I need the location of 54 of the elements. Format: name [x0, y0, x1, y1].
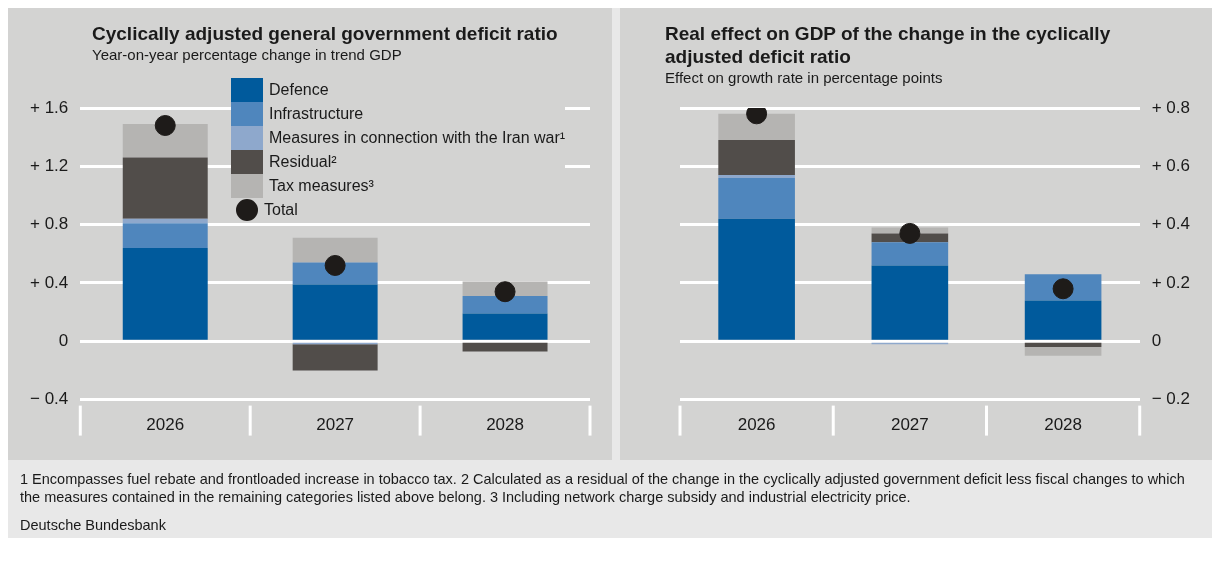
bar	[122, 247, 208, 340]
x-tick-label: 2027	[890, 415, 929, 435]
x-tick-label: 2028	[1044, 415, 1083, 435]
text: 1 Encompasses fuel rebate and frontloaded increase in tobacco tax. 2 Calculated as a residual of the change in the cyclically adjusted government deficit less fiscal changes to which the measures contained in the remaining categories listed above belong. 3 Including network charge subsidy and industrial electricity price.	[20, 470, 1186, 506]
bar	[122, 218, 208, 224]
bar	[462, 313, 548, 340]
bar	[122, 124, 208, 158]
y-tick-label: 0	[1151, 330, 1162, 350]
x-tick-label: 2027	[316, 415, 355, 435]
legend-label: Total	[264, 201, 298, 219]
chart-subtitle: Year-on-year percentage change in trend GDP	[92, 45, 403, 65]
x-tick-label: 2026	[737, 415, 776, 435]
bar	[871, 265, 949, 340]
bar	[1024, 300, 1102, 340]
y-tick-label: + 0.8	[1151, 97, 1191, 117]
y-tick-label: + 0.6	[1151, 156, 1191, 176]
point	[494, 281, 516, 303]
y-tick-label: − 0.2	[1151, 389, 1191, 409]
bar	[718, 177, 795, 219]
x-tick-label: 2026	[146, 415, 185, 435]
bar	[718, 140, 795, 176]
bar	[292, 284, 378, 340]
bar	[122, 223, 208, 248]
bar	[718, 175, 795, 178]
x-tick-label: 2028	[486, 415, 524, 435]
bar	[718, 113, 795, 141]
y-tick-label: + 1.6	[29, 97, 69, 117]
y-tick-label: + 1.2	[29, 156, 69, 176]
legend-label: Measures in connection with the Iran war¹	[269, 129, 566, 147]
y-tick-label: 0	[58, 330, 69, 350]
bar	[292, 344, 378, 371]
bar	[462, 342, 548, 352]
y-tick-label: + 0.4	[29, 272, 69, 292]
legend-label: Residual²	[269, 153, 337, 171]
bar	[122, 157, 208, 219]
y-tick-label: + 0.8	[29, 214, 69, 234]
text: Deutsche Bundesbank	[20, 516, 167, 534]
bar	[871, 242, 949, 266]
legend-label: Tax measures³	[269, 177, 374, 195]
bar	[718, 218, 795, 340]
point	[154, 115, 176, 136]
bar	[1024, 342, 1102, 348]
legend-label: Infrastructure	[269, 105, 364, 123]
y-tick-label: + 0.4	[1151, 214, 1191, 234]
y-tick-label: − 0.4	[29, 389, 69, 409]
bar	[292, 237, 378, 263]
legend-label: Defence	[269, 81, 329, 99]
y-tick-label: + 0.2	[1151, 272, 1191, 292]
bar	[1024, 347, 1102, 356]
chart-title: Real effect on GDP of the change in the cyclically adjusted deficit ratio	[665, 22, 1112, 68]
point	[899, 222, 921, 244]
bar	[462, 296, 548, 314]
chart-title: Cyclically adjusted general government deficit ratio	[92, 22, 559, 45]
chart-subtitle: Effect on growth rate in percentage points	[665, 68, 944, 88]
